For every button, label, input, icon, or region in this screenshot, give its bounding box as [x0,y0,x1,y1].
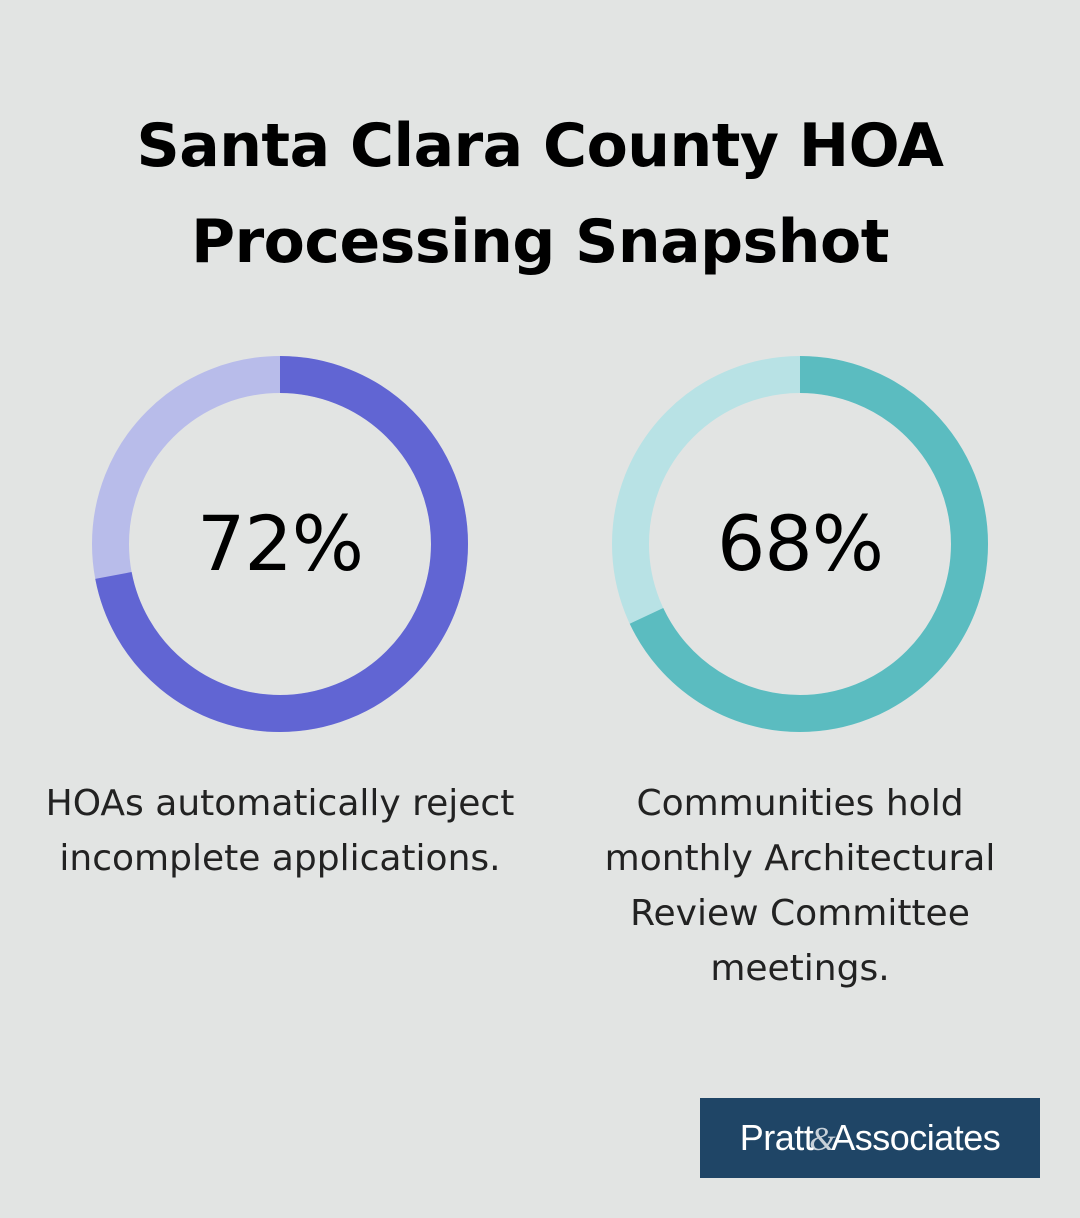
logo-ampersand: & [809,1121,836,1158]
company-logo: Pratt&Associates [700,1098,1040,1178]
title-line-2: Processing Snapshot [191,207,889,277]
donut-svg-2 [612,356,988,732]
stat-card-1: 72% [90,354,470,734]
page-title: Santa Clara County HOA Processing Snapsh… [0,98,1080,290]
donut-svg-1 [92,356,468,732]
donut-value-arc-1 [92,356,468,732]
logo-text-pratt: Pratt [739,1117,814,1158]
stat-description-2: Communities hold monthly Architectural R… [604,783,996,989]
donut-percentage-2: 68% [717,499,884,588]
title-line-1: Santa Clara County HOA [136,111,944,181]
donut-percentage-1: 72% [197,499,364,588]
stat-card-2: 68% [610,354,990,734]
logo-text-associates: Associates [831,1117,1001,1158]
donut-chart-1: 72% [90,354,470,734]
stat-description-1: HOAs automatically reject incomplete app… [45,783,515,879]
donut-value-arc-2 [612,356,988,732]
donut-chart-2: 68% [610,354,990,734]
